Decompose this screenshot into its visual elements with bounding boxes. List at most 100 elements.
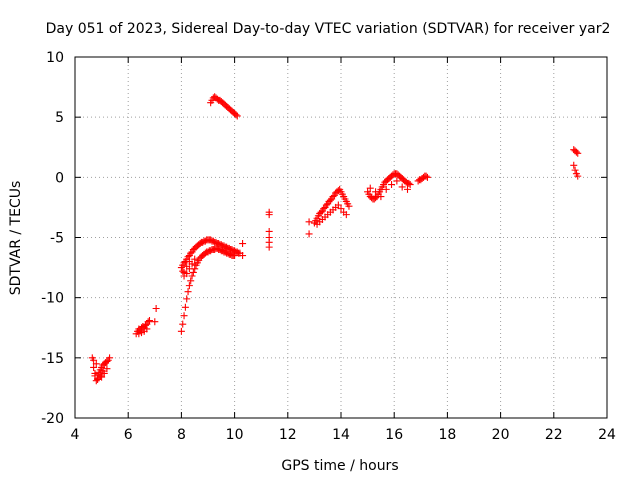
x-axis-label: GPS time / hours: [281, 458, 398, 474]
data-point: [141, 321, 149, 329]
series-arc-1: [88, 354, 114, 385]
data-point: [393, 177, 401, 185]
series-arc-2: [132, 304, 160, 338]
data-point: [92, 360, 100, 368]
tick-labels: 4 6 8 10 12 14 16 18 20 22 24 10 5 0 -5 -10 -15 -20: [41, 50, 616, 443]
data-point: [322, 201, 330, 209]
data-point: [177, 327, 185, 335]
data-point: [103, 357, 111, 365]
data-point: [152, 304, 160, 312]
data-point: [180, 312, 188, 320]
data-point: [366, 184, 374, 192]
data-point: [317, 208, 325, 216]
data-point: [90, 363, 98, 371]
data-point: [414, 177, 422, 185]
data-point: [99, 367, 107, 375]
series-arc-10: [570, 146, 582, 180]
data-point: [185, 258, 193, 266]
x-tick-label: 18: [438, 427, 456, 443]
x-tick-label: 8: [177, 427, 186, 443]
y-tick-label: 10: [46, 50, 64, 66]
data-point: [188, 272, 196, 280]
data-point: [90, 356, 98, 364]
x-tick-label: 10: [226, 427, 244, 443]
x-tick-label: 16: [385, 427, 403, 443]
data-point: [422, 172, 430, 180]
data-point: [372, 188, 380, 196]
data-point: [184, 288, 192, 296]
x-tick-label: 22: [545, 427, 563, 443]
data-point: [342, 211, 350, 219]
series-arc-3: [177, 244, 239, 335]
data-point: [179, 267, 187, 275]
data-point: [265, 227, 273, 235]
data-point: [574, 172, 582, 180]
data-point: [179, 320, 187, 328]
y-tick-label: -20: [41, 411, 64, 427]
x-tick-label: 20: [492, 427, 510, 443]
data-point: [398, 183, 406, 191]
data-point: [187, 249, 195, 257]
data-point: [106, 354, 114, 362]
data-point: [183, 262, 191, 270]
data-point: [239, 240, 247, 248]
data-point: [320, 205, 328, 213]
data-point: [94, 375, 102, 383]
data-point: [233, 112, 241, 120]
data-point: [329, 193, 337, 201]
y-tick-label: -10: [41, 291, 64, 307]
series-arc-9: [364, 170, 431, 203]
y-axis-label: SDTVAR / TECUs: [8, 181, 24, 296]
data-point: [145, 317, 153, 325]
data-point: [377, 193, 385, 201]
x-tick-label: 14: [332, 427, 350, 443]
data-point: [406, 181, 414, 189]
data-point: [187, 277, 195, 285]
data-point: [103, 365, 111, 373]
data-point: [143, 325, 151, 333]
data-point: [571, 166, 579, 174]
x-tick-label: 24: [598, 427, 616, 443]
data-point: [151, 318, 159, 326]
data-point: [326, 196, 334, 204]
series-arc-5: [179, 255, 199, 280]
chart-title: Day 051 of 2023, Sidereal Day-to-day VTE…: [46, 21, 611, 37]
data-point: [95, 368, 103, 376]
data-point: [337, 205, 345, 213]
data-point: [180, 268, 188, 276]
y-tick-label: 0: [55, 170, 64, 186]
data-point: [382, 185, 390, 193]
data-point: [305, 218, 313, 226]
series-arc-8: [305, 185, 353, 238]
y-tick-label: -5: [50, 231, 64, 247]
series-arc-7: [265, 208, 273, 251]
x-tick-label: 12: [279, 427, 297, 443]
data-point: [96, 372, 104, 380]
data-point: [265, 211, 273, 219]
data-point: [423, 173, 431, 181]
data-point: [345, 202, 353, 210]
data-point: [98, 373, 106, 381]
data-point: [572, 148, 580, 156]
data-point: [415, 176, 423, 184]
data-point: [372, 194, 380, 202]
data-point: [181, 303, 189, 311]
data-point: [180, 259, 188, 267]
data-point: [232, 111, 240, 119]
data-point: [404, 185, 411, 193]
data-point: [334, 201, 342, 209]
data-point: [388, 181, 396, 189]
data-markers: [88, 93, 582, 385]
data-point: [91, 369, 99, 377]
grid: [74, 56, 608, 419]
data-point: [574, 149, 582, 157]
x-tick-label: 4: [71, 427, 80, 443]
plot-frame: [74, 56, 608, 419]
y-tick-label: -15: [41, 351, 64, 367]
data-point: [191, 255, 199, 263]
data-point: [185, 282, 193, 290]
data-point: [144, 318, 152, 326]
data-point: [265, 243, 273, 251]
series-arc-4: [177, 236, 247, 272]
